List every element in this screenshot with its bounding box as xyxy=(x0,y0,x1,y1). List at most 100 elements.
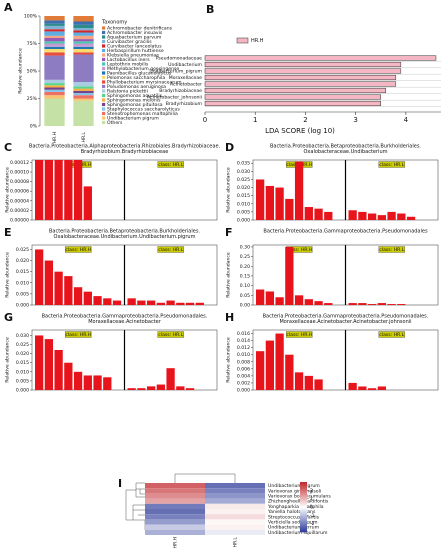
colorbar-slice xyxy=(300,513,307,515)
colorbar-tick-label: 1 xyxy=(310,496,313,502)
bar xyxy=(367,304,377,305)
chart-title: Bacteria.Proteobacteria.Gammaproteobacte… xyxy=(263,314,429,320)
category-label: Moraxellaceae xyxy=(169,75,202,81)
panel-label: B xyxy=(206,3,214,16)
bar-segment xyxy=(44,46,65,49)
y-axis-label: Relative abundance xyxy=(18,48,24,94)
bar xyxy=(275,297,284,305)
colorbar-slice xyxy=(300,495,307,498)
bar xyxy=(294,161,304,220)
y-tick-label: 0.008 xyxy=(237,359,250,365)
y-tick-label: 25% xyxy=(27,96,38,102)
bar xyxy=(83,186,92,220)
class-label: class: HR.L xyxy=(158,247,183,253)
colorbar-slice xyxy=(300,488,307,490)
bar xyxy=(93,296,102,305)
y-tick-label: 0.000 xyxy=(16,388,29,394)
bar-segment xyxy=(73,21,94,25)
y-axis-label: Relative abundance xyxy=(226,167,232,213)
chart-title: Moraxellaceae.Acinetobacter.Acinetobacte… xyxy=(279,319,411,325)
bar xyxy=(304,299,313,305)
legend-swatch xyxy=(102,93,106,98)
bar xyxy=(358,303,367,305)
class-box xyxy=(378,161,405,168)
colorbar-slice xyxy=(300,503,307,505)
colorbar-slice xyxy=(300,502,307,504)
bar xyxy=(166,368,175,390)
legend-swatch xyxy=(102,44,106,48)
bar-segment xyxy=(73,41,94,44)
category-label: Undibacterium_pigrum xyxy=(149,69,202,75)
bar-segment xyxy=(44,35,65,38)
panel-label: D xyxy=(225,141,234,154)
category-label: Acinetobacter_johnsonii xyxy=(147,95,202,101)
legend-swatch xyxy=(236,37,249,44)
bar-segment xyxy=(44,41,65,44)
y-tick-label: 0.30 xyxy=(240,244,250,250)
colorbar-slice xyxy=(300,508,307,510)
colorbar-slice xyxy=(300,497,307,499)
colorbar-slice xyxy=(300,519,307,522)
bar xyxy=(294,295,304,305)
bar xyxy=(256,289,265,305)
x-tick-label: HR.H xyxy=(52,132,58,143)
bar xyxy=(285,246,294,305)
chart-title: Bacteria.Proteobacteria.Betaproteobacter… xyxy=(270,144,421,150)
y-tick-label: 0.020 xyxy=(237,185,250,191)
y-tick-label: 0.016 xyxy=(237,331,250,337)
heatmap-cell xyxy=(145,529,205,535)
colorbar-slice xyxy=(300,499,307,502)
row-label: Zhizhongheella caldifontis xyxy=(268,499,329,505)
y-axis-label: Relative abundance xyxy=(5,337,11,383)
legend-title: Taxonomy xyxy=(101,20,127,26)
x-tick-label: 3 xyxy=(353,116,357,124)
bar-segment xyxy=(73,30,94,33)
colorbar-slice xyxy=(300,515,307,518)
bar-segment xyxy=(73,86,94,89)
y-tick-label: 100% xyxy=(24,14,38,20)
legend-swatch xyxy=(102,39,106,44)
bar-segment xyxy=(44,52,65,56)
bar xyxy=(314,301,323,305)
bar xyxy=(64,276,73,305)
bar-segment xyxy=(44,85,65,88)
bar-segment xyxy=(73,49,94,53)
bar xyxy=(204,100,381,107)
legend-swatch xyxy=(102,57,106,62)
colorbar-slice xyxy=(300,489,307,492)
legend-swatch xyxy=(102,75,106,80)
category-label: Bradyrhizobiaceae xyxy=(159,88,202,94)
bar xyxy=(275,333,284,390)
y-tick-label: 0.010 xyxy=(237,352,250,358)
bar xyxy=(35,335,44,390)
colorbar-tick-label: -2 xyxy=(310,521,315,527)
bar xyxy=(64,160,73,220)
legend-swatch xyxy=(102,53,106,57)
y-tick-label: 0.15 xyxy=(240,273,250,279)
bar-segment xyxy=(73,16,94,22)
colorbar-slice xyxy=(300,525,307,528)
legend-label: Sphingomonas aquatilis xyxy=(107,93,163,99)
bar xyxy=(204,94,381,100)
class-label: class: HR.H xyxy=(65,332,91,338)
class-box xyxy=(378,246,405,253)
bar xyxy=(156,384,165,390)
bar-segment xyxy=(44,83,65,86)
bar-segment xyxy=(44,98,65,126)
y-axis-label: Relative abundance xyxy=(5,252,11,298)
y-tick-label: 75% xyxy=(27,41,38,47)
bar xyxy=(304,375,313,390)
y-tick-label: 0.000 xyxy=(16,303,29,309)
x-tick-label: 4 xyxy=(404,116,409,124)
legend-swatch xyxy=(102,30,106,35)
y-axis-label: Relative abundance xyxy=(5,167,11,213)
heatmap-cell xyxy=(145,503,205,509)
colorbar-slice xyxy=(300,493,307,495)
bar-segment xyxy=(73,93,94,96)
heatmap-cell xyxy=(145,524,205,530)
bar xyxy=(265,291,275,305)
colorbar-slice xyxy=(300,482,307,484)
bar-segment xyxy=(44,16,65,21)
heatmap-cell xyxy=(145,488,205,494)
bar xyxy=(185,302,195,305)
